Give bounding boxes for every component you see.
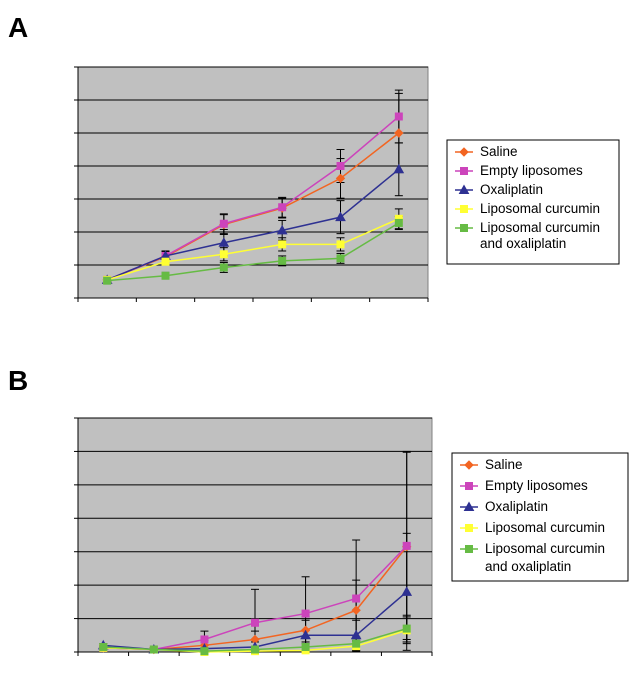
legend-label: Oxaliplatin: [480, 182, 543, 197]
legend-box: [451, 452, 629, 582]
data-point: [394, 112, 403, 121]
data-point: [251, 645, 259, 654]
data-point: [149, 645, 158, 654]
legend-label-line: Empty liposomes: [480, 163, 583, 178]
data-point: [350, 629, 362, 640]
plot-area: [77, 66, 429, 299]
legend-label-line: Liposomal curcumin: [485, 520, 605, 535]
legend-label: Empty liposomes: [485, 478, 588, 493]
legend-swatch-marker: [464, 460, 474, 470]
legend-label: Liposomal curcumin: [485, 520, 605, 535]
chart-a: Saline Empty liposomes Oxaliplatin Liposoma…: [74, 66, 620, 302]
legend-label: Empty liposomes: [480, 163, 583, 178]
data-point: [336, 240, 345, 249]
legend-label: Saline: [485, 457, 523, 472]
data-point: [393, 163, 405, 174]
data-point: [161, 257, 170, 266]
legend-label-line: Saline: [485, 457, 523, 472]
legend-label-line: Oxaliplatin: [480, 182, 543, 197]
legend-label: Liposomal curcumin: [480, 201, 600, 216]
series-line: [107, 222, 400, 282]
legend-swatch-marker: [458, 184, 470, 194]
data-point: [394, 128, 404, 138]
legend-label: Liposomal curcumin and oxaliplatin: [480, 220, 600, 251]
chart-b: Saline Empty liposomes Oxaliplatin Liposoma…: [74, 417, 629, 656]
series-line: [106, 168, 400, 281]
legend: Saline Empty liposomes Oxaliplatin Liposoma…: [451, 452, 629, 582]
data-point: [402, 624, 411, 633]
legend-label-line: Liposomal curcumin: [485, 541, 605, 556]
panel-letter-b: B: [8, 365, 28, 396]
data-point: [401, 586, 413, 596]
data-point: [218, 237, 230, 247]
data-point: [103, 276, 112, 285]
data-point: [336, 162, 345, 170]
legend-label-line: Oxaliplatin: [485, 499, 548, 514]
data-point: [335, 173, 346, 184]
data-point: [278, 203, 287, 212]
data-point: [99, 642, 108, 651]
legend-label: Oxaliplatin: [485, 499, 548, 514]
data-point: [352, 639, 361, 648]
data-point: [352, 594, 361, 603]
data-point: [301, 642, 310, 651]
data-point: [301, 609, 310, 618]
legend-label-line: and oxaliplatin: [480, 236, 566, 251]
data-point: [200, 647, 209, 656]
data-point: [219, 263, 228, 272]
data-point: [351, 605, 361, 615]
data-point: [336, 254, 345, 263]
legend-swatch-marker: [460, 167, 468, 175]
data-point: [402, 541, 411, 550]
data-point: [394, 218, 403, 227]
legend-label-line: Liposomal curcumin: [480, 220, 600, 235]
data-point: [278, 240, 287, 249]
data-point: [335, 211, 346, 222]
legend-box: [446, 139, 620, 265]
data-point: [278, 256, 287, 265]
data-point: [251, 618, 259, 627]
legend-swatch-marker: [465, 482, 473, 490]
data-point: [219, 250, 228, 259]
legend-label: Liposomal curcumin and oxaliplatin: [485, 541, 605, 574]
legend-swatch-marker: [465, 524, 473, 532]
legend-label-line: Liposomal curcumin: [480, 201, 600, 216]
panel-letter-a: A: [8, 12, 28, 43]
legend-swatch-marker: [465, 545, 473, 553]
series-line: [106, 218, 400, 281]
legend-label-line: Empty liposomes: [485, 478, 588, 493]
legend: Saline Empty liposomes Oxaliplatin Liposoma…: [446, 139, 620, 265]
data-point: [200, 635, 209, 644]
data-point: [276, 224, 288, 235]
legend-swatch-marker: [463, 501, 475, 511]
legend-swatch-marker: [460, 224, 468, 232]
data-point: [219, 219, 228, 228]
data-point: [161, 271, 170, 280]
legend-label-line: and oxaliplatin: [485, 559, 571, 574]
legend-swatch-marker: [459, 147, 469, 157]
data-point: [300, 629, 311, 640]
legend-label: Saline: [480, 144, 518, 159]
legend-label-line: Saline: [480, 144, 518, 159]
legend-swatch-marker: [460, 205, 468, 213]
